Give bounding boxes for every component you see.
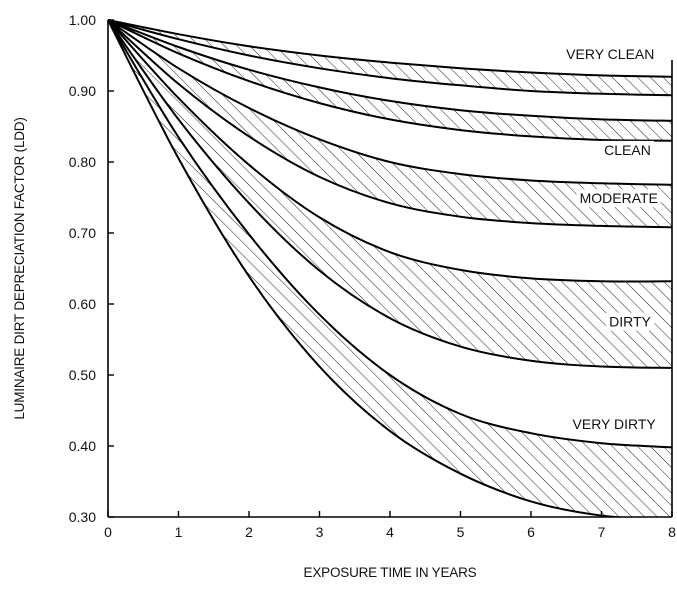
band-label-very-dirty: VERY DIRTY	[573, 416, 657, 432]
ticks-layer: 0 1 2 3 4 5 6 7 8 0.30 0.40 0.50 0.60 0.70 0.80 0.90 1.0…	[69, 12, 676, 540]
band-label-bg-clean	[601, 140, 654, 159]
y-tick-label: 0.30	[69, 509, 96, 525]
x-tick-label: 2	[245, 524, 253, 540]
curve-clean-lower	[108, 19, 672, 142]
band-very-clean	[108, 20, 672, 96]
band-dirty	[108, 20, 672, 368]
x-tick-label: 4	[386, 524, 394, 540]
x-tick-label: 8	[668, 524, 676, 540]
band-label-dirty: DIRTY	[609, 314, 651, 330]
curve-very-clean-lower	[108, 19, 672, 97]
curve-dirty-lower	[108, 19, 672, 369]
y-tick-label: 0.90	[69, 83, 96, 99]
curve-moderate-lower	[108, 19, 672, 229]
y-tick-label: 0.70	[69, 225, 96, 241]
x-tick-label: 3	[316, 524, 324, 540]
curve-very-dirty-lower	[108, 19, 630, 517]
curves-layer	[108, 19, 672, 517]
curve-clean-upper	[108, 19, 672, 122]
band-label-very-clean: VERY CLEAN	[566, 46, 654, 62]
band-label-bg-very-clean	[563, 45, 658, 64]
band-label-moderate: MODERATE	[580, 190, 658, 206]
y-tick-label: 0.50	[69, 367, 96, 383]
curve-very-clean-upper	[108, 19, 672, 78]
band-clean	[108, 20, 672, 141]
labels-layer: VERY CLEAN CLEAN MODERATE DIRTY VERY DIRTY	[563, 45, 661, 433]
band-label-bg-very-dirty	[569, 414, 660, 433]
x-tick-label: 5	[457, 524, 465, 540]
x-tick-label: 6	[527, 524, 535, 540]
band-label-bg-dirty	[606, 312, 655, 331]
y-tick-label: 0.60	[69, 296, 96, 312]
x-axis-title: EXPOSURE TIME IN YEARS	[304, 565, 477, 580]
x-tick-label: 0	[104, 524, 112, 540]
y-axis-title: LUMINAIRE DIRT DEPRECIATION FACTOR (LDD)	[12, 117, 27, 419]
band-very-dirty	[108, 20, 672, 517]
x-tick-label: 7	[598, 524, 606, 540]
curve-dirty-upper	[108, 19, 672, 283]
y-tick-label: 1.00	[69, 12, 96, 28]
band-label-bg-moderate	[576, 189, 661, 208]
y-tick-label: 0.40	[69, 438, 96, 454]
curve-very-dirty-upper	[108, 19, 672, 449]
band-label-clean: CLEAN	[604, 142, 651, 158]
y-tick-label: 0.80	[69, 154, 96, 170]
x-tick-label: 1	[175, 524, 183, 540]
curve-moderate-upper	[108, 19, 672, 186]
